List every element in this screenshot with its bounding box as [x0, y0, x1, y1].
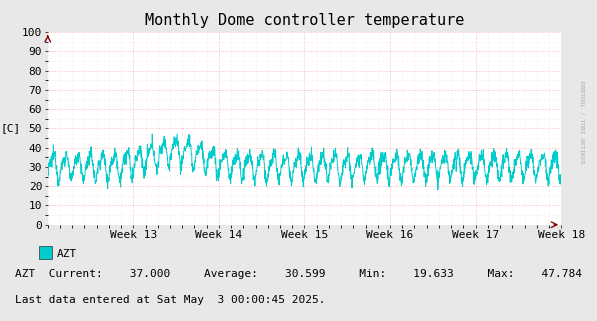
Text: AZT: AZT: [57, 248, 77, 259]
Y-axis label: [C]: [C]: [1, 123, 21, 134]
Text: Last data entered at Sat May  3 00:00:45 2025.: Last data entered at Sat May 3 00:00:45 …: [15, 295, 325, 305]
Text: AZT  Current:    37.000     Average:    30.599     Min:    19.633     Max:    47: AZT Current: 37.000 Average: 30.599 Min:…: [15, 269, 582, 280]
Title: Monthly Dome controller temperature: Monthly Dome controller temperature: [145, 13, 464, 28]
Text: RRDTOOL / TOBI OETIKER: RRDTOOL / TOBI OETIKER: [580, 81, 584, 163]
